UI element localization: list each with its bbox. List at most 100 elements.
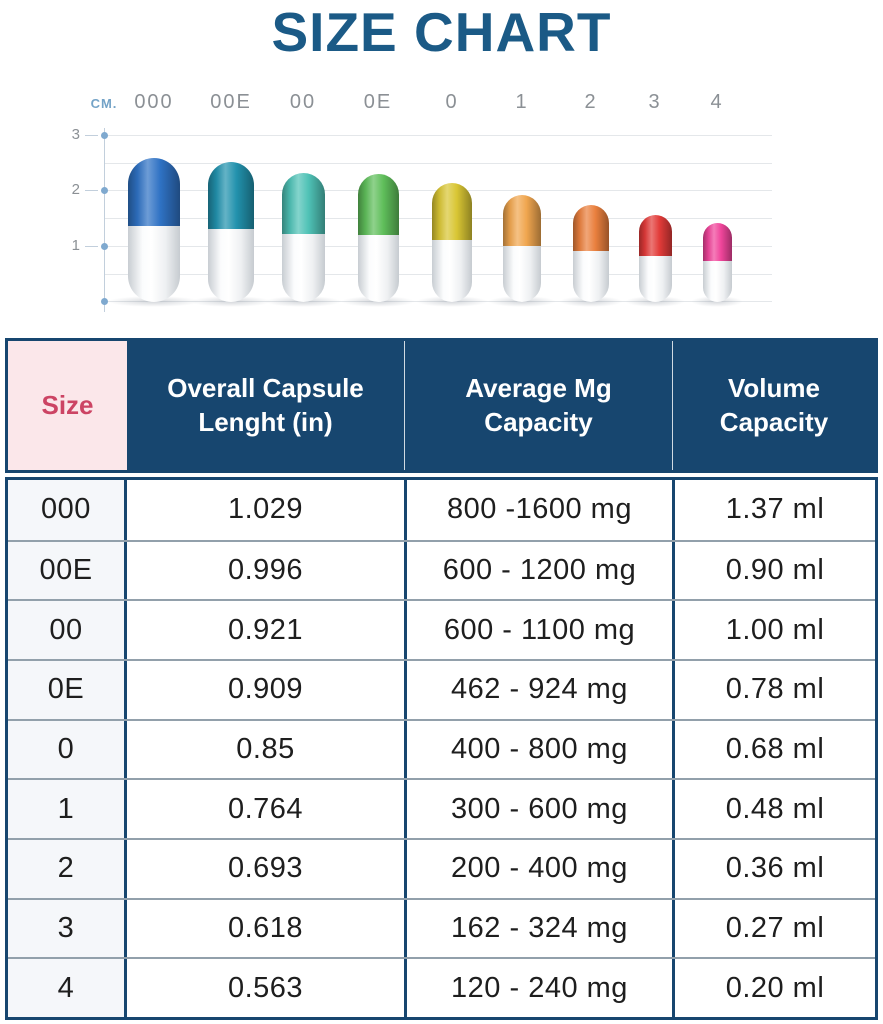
capsule-cap-000: [128, 158, 180, 228]
cell-mg-capacity: 200 - 400 mg: [404, 840, 672, 898]
capsule-cap-0E: [357, 174, 399, 236]
cell-size: 2: [8, 840, 127, 898]
capsule-size-label-000: 000: [134, 91, 174, 113]
capsule-size-label-00: 00: [289, 91, 317, 113]
capsule-white-body-00E: [208, 228, 254, 302]
cell-size: 000: [8, 480, 127, 540]
capsule-white-body-00: [281, 234, 325, 302]
capsule-size-label-3: 3: [648, 91, 662, 113]
page-title: SIZE CHART: [271, 1, 612, 63]
table-row-4: 4 0.563 120 - 240 mg 0.20 ml: [8, 957, 875, 1017]
header-mg-capacity: Average Mg Capacity: [404, 341, 672, 470]
capsule-size-label-00E: 00E: [210, 91, 252, 113]
capsule-1: [503, 195, 541, 302]
axis-tick-label-1: 1: [71, 237, 80, 254]
cell-mg-capacity: 462 - 924 mg: [404, 661, 672, 719]
cell-mg-capacity: 400 - 800 mg: [404, 720, 672, 779]
capsule-white-body-1: [503, 245, 541, 302]
size-table-header: Size Overall Capsule Lenght (in) Average…: [5, 338, 878, 473]
capsule-white-body-0E: [357, 234, 399, 302]
capsule-diagram: 3 2 1 CM. 000 00E 00 0E 0 1 2 3 4: [0, 90, 883, 325]
cell-length-in: 0.921: [227, 613, 304, 646]
cell-volume-capacity: 0.36 ml: [672, 840, 875, 898]
table-row-00E: 00E 0.996 600 - 1200 mg 0.90 ml: [8, 539, 875, 600]
capsule-cap-00E: [208, 162, 254, 230]
capsule-cap-2: [573, 205, 609, 253]
table-row-2: 2 0.693 200 - 400 mg 0.36 ml: [8, 838, 875, 898]
capsule-cap-00: [281, 173, 325, 236]
cell-volume-capacity: 0.68 ml: [672, 720, 875, 779]
cell-length-in: 0.563: [227, 971, 304, 1004]
capsule-0: [432, 183, 472, 302]
cell-mg-capacity: 120 - 240 mg: [404, 959, 672, 1017]
table-row-0E: 0E 0.909 462 - 924 mg 0.78 ml: [8, 659, 875, 719]
capsule-cap-4: [702, 223, 732, 262]
cell-mg-capacity: 600 - 1200 mg: [404, 541, 672, 600]
cell-size: 0E: [8, 661, 127, 719]
capsule-size-label-0: 0: [445, 91, 459, 113]
cell-volume-capacity: 1.37 ml: [672, 480, 875, 540]
cell-volume-capacity: 1.00 ml: [672, 601, 875, 659]
cell-length-in: 0.693: [227, 852, 304, 885]
cell-mg-capacity: 162 - 324 mg: [404, 899, 672, 958]
capsule-3: [638, 215, 672, 302]
cell-mg-capacity: 800 -1600 mg: [404, 480, 672, 540]
cell-length-in: 0.909: [227, 673, 304, 706]
table-row-000: 000 1.029 800 -1600 mg 1.37 ml: [8, 480, 875, 540]
cell-length-in: 0.996: [227, 553, 304, 586]
table-row-0: 0 0.85 400 - 800 mg 0.68 ml: [8, 718, 875, 779]
axis-tick-dash-2: [85, 190, 98, 191]
cell-mg-capacity: 300 - 600 mg: [404, 780, 672, 838]
capsule-size-label-0E: 0E: [363, 91, 393, 113]
gridline-3cm: [104, 135, 772, 136]
cell-volume-capacity: 0.48 ml: [672, 780, 875, 838]
cell-mg-capacity: 600 - 1100 mg: [404, 601, 672, 659]
axis-tick-label-2: 2: [71, 181, 80, 198]
capsule-size-label-1: 1: [515, 91, 529, 113]
axis-dot-2: [101, 187, 108, 194]
gridline-2-5cm: [104, 162, 772, 164]
y-axis-line: [104, 128, 105, 312]
cell-size: 00E: [8, 541, 127, 600]
capsule-white-body-3: [638, 256, 672, 302]
capsule-white-body-2: [573, 251, 609, 302]
header-size: Size: [8, 341, 127, 470]
header-length-in: Overall Capsule Lenght (in): [167, 372, 364, 437]
axis-tick-dash-1: [85, 246, 98, 247]
capsule-00E: [208, 162, 254, 302]
capsule-white-body-0: [432, 239, 472, 302]
capsule-000: [128, 158, 180, 302]
cell-volume-capacity: 0.90 ml: [672, 541, 875, 600]
capsule-4: [702, 223, 732, 302]
cell-volume-capacity: 0.27 ml: [672, 899, 875, 958]
cell-size: 4: [8, 959, 127, 1017]
cell-size: 00: [8, 601, 127, 659]
capsule-cap-3: [638, 215, 672, 258]
capsule-white-body-4: [702, 260, 732, 302]
axis-tick-label-3: 3: [71, 126, 80, 143]
capsule-2: [573, 205, 609, 302]
axis-dot-1: [101, 243, 108, 250]
axis-dot-3: [101, 132, 108, 139]
capsule-cap-1: [503, 195, 541, 247]
cell-size: 0: [8, 720, 127, 779]
capsule-00: [281, 173, 325, 302]
capsule-size-label-4: 4: [710, 91, 724, 113]
cm-unit-label: CM.: [90, 96, 118, 111]
axis-dot-0: [101, 298, 108, 305]
cell-length-in: 0.618: [227, 911, 304, 944]
capsule-size-label-2: 2: [584, 91, 598, 113]
capsule-white-body-000: [128, 226, 180, 302]
header-volume-capacity: Volume Capacity: [672, 341, 875, 470]
cell-volume-capacity: 0.20 ml: [672, 959, 875, 1017]
table-row-1: 1 0.764 300 - 600 mg 0.48 ml: [8, 778, 875, 838]
capsule-cap-0: [432, 183, 472, 241]
cell-size: 1: [8, 780, 127, 838]
cell-length-in: 0.764: [227, 792, 304, 825]
cell-volume-capacity: 0.78 ml: [672, 661, 875, 719]
cell-size: 3: [8, 899, 127, 958]
table-row-00: 00 0.921 600 - 1100 mg 1.00 ml: [8, 599, 875, 659]
size-table-body: 000 1.029 800 -1600 mg 1.37 ml 00E 0.996 600 -…: [5, 477, 878, 1020]
capsule-0E: [357, 174, 399, 302]
